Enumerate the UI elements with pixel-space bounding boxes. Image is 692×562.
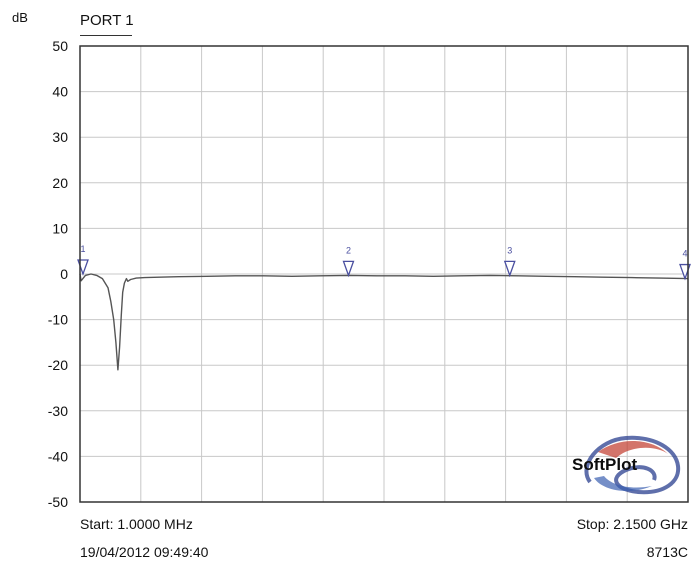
y-tick-label: 40 (52, 84, 68, 100)
y-tick-label: -30 (48, 403, 68, 419)
logo-swirl-accent-blue (594, 476, 652, 492)
instrument-model: 8713C (646, 544, 688, 560)
marker-label: 4 (682, 249, 687, 259)
marker-label: 1 (80, 244, 85, 254)
y-tick-label: -10 (48, 312, 68, 328)
timestamp: 19/04/2012 09:49:40 (80, 544, 209, 560)
y-tick-label: -40 (48, 448, 68, 464)
y-tick-label: 30 (52, 129, 68, 145)
y-axis-unit-label: dB (12, 10, 28, 25)
start-frequency: Start: 1.0000 MHz (80, 516, 193, 532)
trace-line (79, 273, 689, 371)
logo-swirl (584, 435, 681, 495)
logo-swirl-accent (598, 440, 668, 458)
plot-frame (79, 45, 689, 503)
y-tick-label: 50 (52, 38, 68, 54)
grid-layer (80, 46, 688, 502)
marker-label: 2 (346, 245, 351, 255)
port-title: PORT 1 (80, 12, 134, 29)
y-tick-label: 10 (52, 220, 68, 236)
marker-triangle (342, 260, 355, 278)
y-tick-label: 0 (60, 266, 68, 282)
marker-triangle (503, 260, 516, 278)
stop-frequency: Stop: 2.1500 GHz (576, 516, 688, 532)
softplot-logo: SoftPlot (572, 435, 681, 495)
y-tick-label: -20 (48, 357, 68, 373)
y-tick-label: -50 (48, 494, 68, 510)
marker-label: 3 (507, 245, 512, 255)
y-tick-label: 20 (52, 175, 68, 191)
port-title-underline (80, 35, 132, 36)
logo-text: SoftPlot (572, 455, 637, 474)
trace-layer (79, 273, 689, 371)
y-tick-labels: 50 40 30 20 10 0 -10 -20 -30 -40 -50 (48, 38, 68, 510)
